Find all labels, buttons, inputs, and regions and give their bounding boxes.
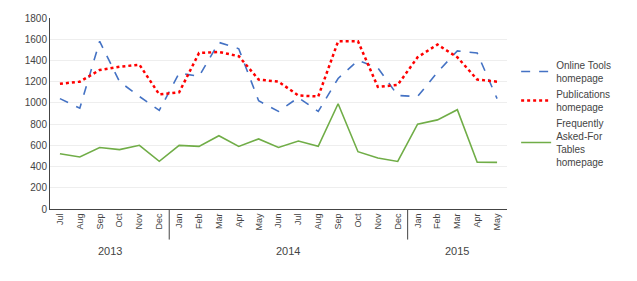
svg-text:Nov: Nov — [134, 213, 144, 230]
svg-text:2014: 2014 — [276, 245, 300, 257]
svg-text:600: 600 — [30, 140, 47, 151]
svg-text:Mar: Mar — [452, 214, 462, 230]
svg-text:Oct: Oct — [114, 213, 124, 228]
svg-text:1600: 1600 — [25, 34, 48, 45]
svg-text:Aug: Aug — [313, 214, 323, 230]
svg-text:Feb: Feb — [432, 214, 442, 230]
svg-text:1800: 1800 — [25, 13, 48, 24]
svg-text:Publicationshomepage: Publicationshomepage — [556, 89, 610, 113]
svg-text:May: May — [254, 213, 264, 231]
svg-text:1000: 1000 — [25, 97, 48, 108]
svg-text:800: 800 — [30, 119, 47, 130]
svg-text:Apr: Apr — [234, 214, 244, 228]
svg-text:Aug: Aug — [75, 214, 85, 230]
svg-text:Apr: Apr — [472, 214, 482, 228]
svg-text:Jan: Jan — [413, 214, 423, 229]
svg-text:Jul: Jul — [55, 214, 65, 226]
svg-text:1200: 1200 — [25, 76, 48, 87]
svg-text:Online Toolshomepage: Online Toolshomepage — [556, 60, 611, 84]
svg-text:Jun: Jun — [273, 214, 283, 229]
svg-text:400: 400 — [30, 161, 47, 172]
svg-text:Oct: Oct — [353, 213, 363, 228]
svg-text:Dec: Dec — [393, 213, 403, 230]
svg-text:Jan: Jan — [174, 214, 184, 229]
svg-text:May: May — [492, 213, 502, 231]
svg-text:FrequentlyAsked-ForTableshomep: FrequentlyAsked-ForTableshomepage — [556, 118, 604, 168]
svg-text:1400: 1400 — [25, 55, 48, 66]
svg-text:Dec: Dec — [154, 213, 164, 230]
svg-text:200: 200 — [30, 182, 47, 193]
svg-text:Feb: Feb — [194, 214, 204, 230]
svg-text:Nov: Nov — [373, 213, 383, 230]
svg-text:Sep: Sep — [333, 214, 343, 230]
svg-text:2015: 2015 — [445, 245, 469, 257]
svg-text:2013: 2013 — [98, 245, 122, 257]
svg-text:Jul: Jul — [293, 214, 303, 226]
svg-text:Mar: Mar — [214, 214, 224, 230]
svg-text:0: 0 — [41, 204, 47, 215]
svg-text:Sep: Sep — [95, 214, 105, 230]
